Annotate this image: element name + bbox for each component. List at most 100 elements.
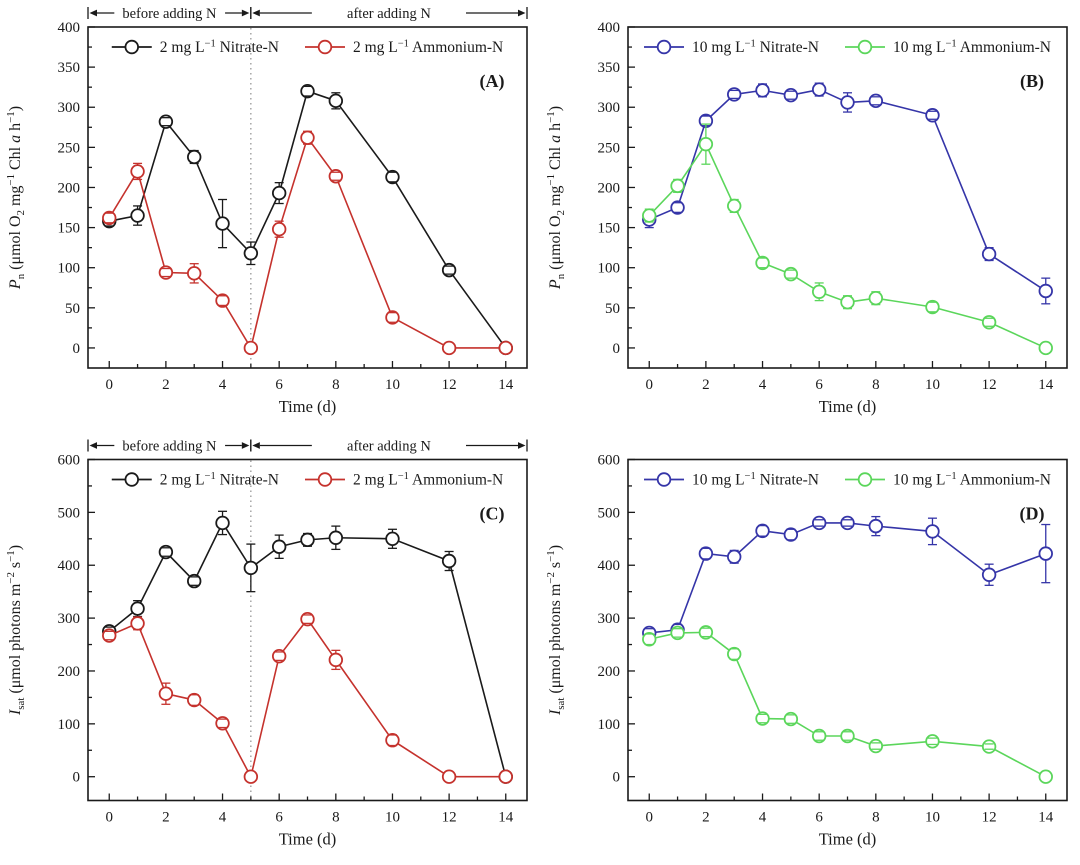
panel-D: 0 100 200 300 400 500 600 0 2 4 6 8 10 12 14 Time (d) Is…: [540, 432, 1080, 865]
data-point: [158, 114, 174, 129]
panel-b-chart: 0 50 100 150 200 250 300 350 400 0 2 4 6 8 10 12 14 Time …: [545, 20, 1068, 416]
legend-marker: [124, 472, 139, 487]
legend-marker: [656, 472, 672, 487]
x-tick-label: 12: [982, 810, 997, 826]
data-point: [1038, 340, 1053, 356]
data-point: [187, 573, 202, 589]
legend-label: 10 mg L−1 Ammonium-N: [893, 471, 1051, 489]
x-tick-label: 8: [872, 377, 880, 393]
error-bar: [729, 549, 739, 564]
x-tick-label: 14: [498, 377, 514, 393]
x-tick-label: 2: [702, 810, 710, 826]
y-tick-label: 150: [598, 221, 621, 237]
legend-marker: [317, 472, 333, 487]
error-bar: [104, 630, 114, 641]
legend-label: 2 mg L−1 Nitrate-N: [160, 471, 279, 489]
arrowhead-left-icon: [252, 442, 260, 449]
y-tick-label: 50: [65, 301, 80, 317]
legend: 2 mg L−1 Nitrate-N 2 mg L−1 Ammonium-N: [111, 38, 503, 56]
y-tick-label: 500: [598, 505, 621, 521]
data-point: [158, 265, 174, 280]
error-bar: [387, 734, 397, 747]
error-bar: [218, 295, 228, 307]
series-line: [649, 522, 1047, 634]
data-point: [385, 733, 400, 748]
error-bar: [387, 171, 397, 183]
y-axis-title: Pn (μmol O2 mg−1 Chl a h−1): [545, 106, 567, 290]
error-bar: [189, 149, 199, 165]
data-point: [727, 646, 742, 662]
data-point: [840, 95, 855, 110]
error-bar: [331, 171, 341, 181]
error-bar: [673, 202, 683, 213]
error-bar: [387, 311, 397, 323]
error-bar: [729, 89, 739, 100]
legend-entry: 2 mg L−1 Nitrate-N: [111, 471, 279, 489]
error-bar: [984, 743, 994, 750]
x-axis-title: Time (d): [819, 830, 877, 849]
data-point: [670, 200, 685, 215]
x-axis-title: Time (d): [279, 397, 337, 416]
data-point: [783, 266, 799, 282]
series-ammonium: [642, 625, 1053, 784]
error-bar: [758, 713, 768, 724]
legend: 10 mg L−1 Nitrate-N 10 mg L−1 Ammonium-N: [644, 38, 1051, 56]
error-bar: [104, 212, 114, 224]
series-line: [108, 521, 507, 777]
x-tick-label: 10: [925, 810, 940, 826]
data-point: [385, 169, 400, 185]
panel-B: 0 50 100 150 200 250 300 350 400 0 2 4 6 8 10 12 14 Time …: [540, 0, 1080, 432]
data-point: [498, 340, 513, 356]
x-tick-label: 14: [1038, 377, 1054, 393]
legend-label: 10 mg L−1 Ammonium-N: [893, 38, 1051, 56]
error-bar: [274, 220, 284, 238]
arrowhead-left-icon: [89, 9, 97, 17]
data-point: [328, 93, 344, 109]
error-bar: [274, 651, 284, 662]
legend-entry: 10 mg L−1 Nitrate-N: [644, 471, 819, 489]
legend-label: 10 mg L−1 Nitrate-N: [692, 471, 819, 489]
error-bar: [331, 525, 341, 551]
series-nitrate: [642, 515, 1053, 641]
data-point: [130, 601, 145, 616]
annotation-after-label: after adding N: [347, 438, 431, 454]
annotation-after-label: after adding N: [347, 6, 431, 22]
annotation-before-label: before adding N: [122, 438, 217, 454]
error-bar: [871, 742, 881, 750]
error-bar: [701, 123, 711, 165]
x-axis: 0 2 4 6 8 10 12 14: [645, 361, 1054, 393]
data-point: [783, 527, 799, 542]
series-line: [109, 90, 507, 349]
x-tick-label: 8: [872, 810, 880, 826]
error-bar: [814, 731, 824, 741]
series-line: [648, 88, 1047, 292]
error-bar: [303, 614, 312, 625]
y-tick-label: 400: [58, 558, 81, 574]
x-tick-label: 2: [162, 377, 170, 393]
data-point: [498, 769, 513, 784]
error-bar: [218, 718, 228, 729]
y-tick-label: 150: [58, 221, 81, 237]
y-tick-label: 600: [58, 453, 81, 469]
legend: 10 mg L−1 Nitrate-N 10 mg L−1 Ammonium-N: [644, 471, 1051, 489]
data-point: [441, 262, 457, 278]
data-point: [1038, 546, 1053, 561]
y-tick-label: 300: [598, 611, 621, 627]
data-point: [187, 266, 202, 281]
data-point: [698, 546, 714, 561]
data-point: [755, 523, 770, 539]
error-bar: [927, 301, 937, 313]
series-line: [649, 631, 1047, 778]
data-point: [840, 295, 855, 310]
data-point: [215, 515, 230, 531]
series-line: [108, 617, 506, 779]
x-tick-label: 0: [645, 377, 653, 393]
data-point: [441, 340, 457, 356]
error-bar: [161, 267, 171, 278]
data-point: [755, 711, 770, 726]
y-axis-title: Isat (μmol photons m−2 s−1): [545, 545, 567, 716]
error-bar: [814, 282, 824, 302]
data-point: [925, 299, 940, 315]
error-bar: [843, 295, 852, 310]
data-point: [271, 185, 287, 201]
